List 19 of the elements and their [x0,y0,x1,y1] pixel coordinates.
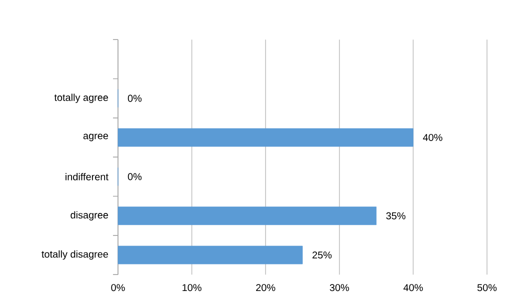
bar [118,206,376,226]
bar [118,128,414,147]
y-tick-label: indifferent [66,173,108,180]
y-tick-label: totally disagree [42,250,108,260]
data-label: 35% [386,212,406,220]
x-tick-label: 0% [111,284,125,292]
bar [118,246,303,264]
y-tick-label: agree [83,134,108,142]
x-tick-label: 20% [256,284,276,292]
x-tick-label: 30% [330,284,350,292]
y-tick-label: totally agree [54,94,108,103]
data-label: 40% [422,134,442,142]
data-label: 0% [128,173,142,180]
x-tick-label: 40% [403,284,423,292]
data-label: 25% [312,251,332,259]
y-tick-label: disagree [70,211,108,220]
data-label: 0% [128,94,142,102]
x-tick-label: 50% [477,284,497,292]
x-tick-label: 10% [182,284,202,292]
